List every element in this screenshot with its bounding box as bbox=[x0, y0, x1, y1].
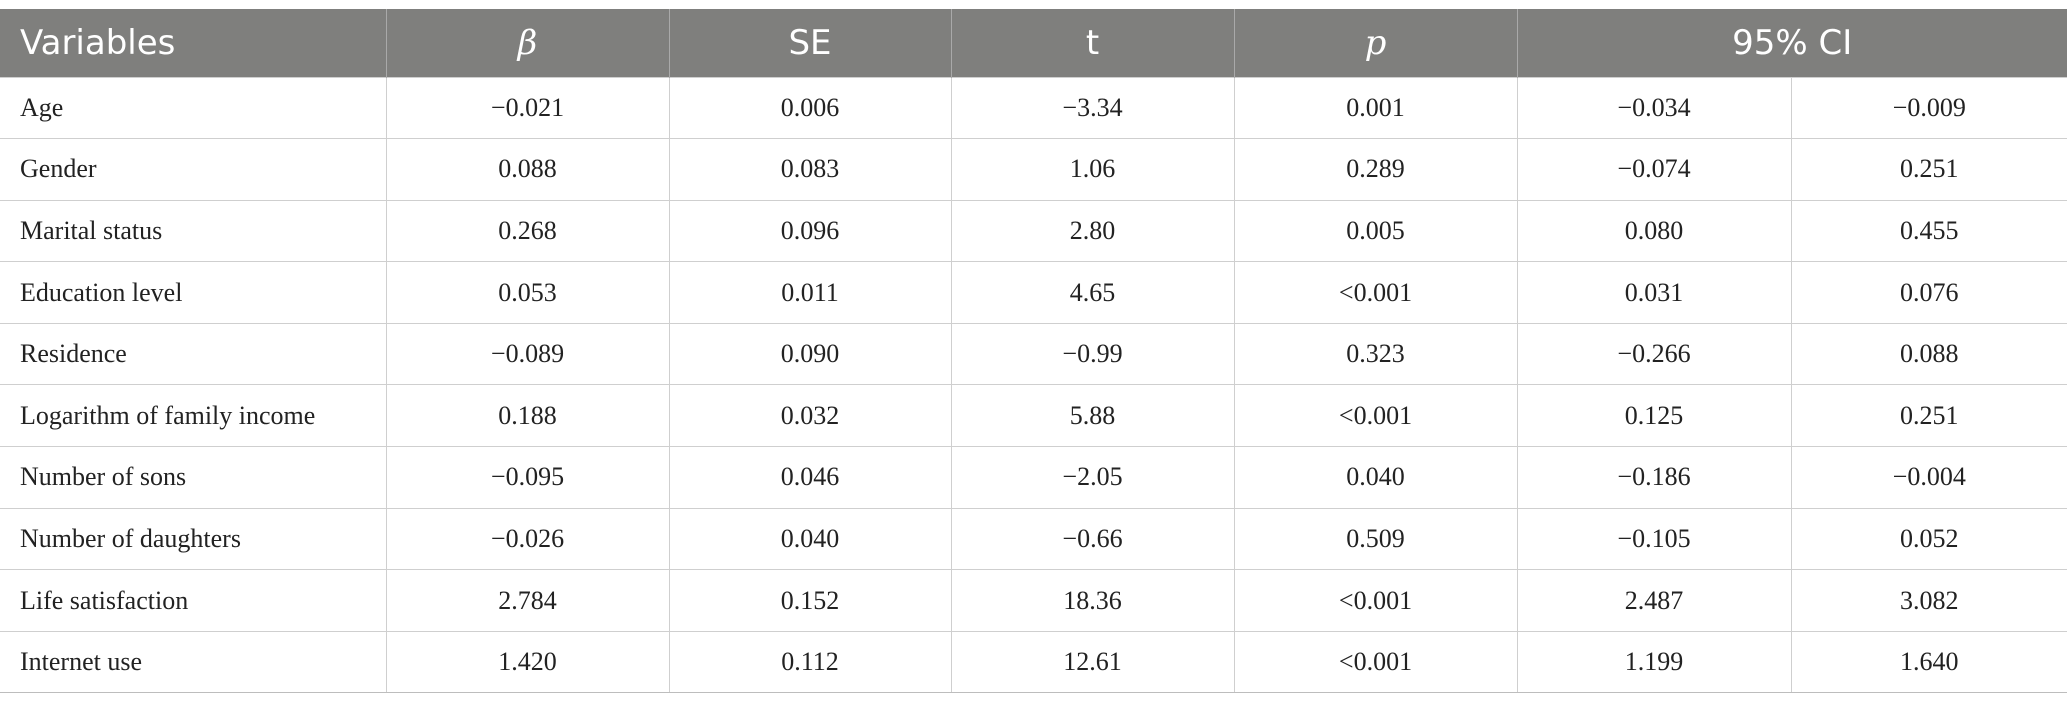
se-cell: 0.112 bbox=[668, 630, 951, 694]
ci-upper-cell: −0.009 bbox=[1790, 76, 2067, 139]
se-cell: 0.011 bbox=[668, 261, 951, 324]
t-cell: −3.34 bbox=[950, 76, 1234, 139]
variable-cell: Age bbox=[0, 76, 386, 139]
table-header: Variables β SE t p 95% CI bbox=[0, 9, 2067, 77]
ci-upper-cell: 0.251 bbox=[1790, 384, 2067, 447]
ci-lower-cell: −0.266 bbox=[1516, 322, 1791, 385]
variable-cell: Life satisfaction bbox=[0, 569, 386, 632]
se-cell: 0.096 bbox=[668, 199, 951, 262]
beta-cell: −0.095 bbox=[385, 446, 669, 509]
t-cell: −0.99 bbox=[950, 322, 1234, 385]
table-row: Residence −0.089 0.090 −0.99 0.323 −0.266 0.08… bbox=[0, 322, 2067, 385]
t-cell: −0.66 bbox=[950, 507, 1234, 570]
se-cell: 0.083 bbox=[668, 138, 951, 201]
header-p: p bbox=[1233, 9, 1517, 77]
variable-cell: Residence bbox=[0, 322, 386, 385]
t-cell: 12.61 bbox=[950, 630, 1234, 694]
table-row: Internet use 1.420 0.112 12.61 <0.001 1.199 1.… bbox=[0, 630, 2067, 694]
p-cell: 0.289 bbox=[1233, 138, 1517, 201]
se-cell: 0.152 bbox=[668, 569, 951, 632]
table-row: Logarithm of family income 0.188 0.032 5.88… bbox=[0, 384, 2067, 447]
p-cell: 0.005 bbox=[1233, 199, 1517, 262]
ci-upper-cell: 0.088 bbox=[1790, 322, 2067, 385]
p-cell: <0.001 bbox=[1233, 630, 1517, 694]
table-row: Marital status 0.268 0.096 2.80 0.005 0.080 0.… bbox=[0, 199, 2067, 262]
header-variables: Variables bbox=[0, 9, 386, 77]
t-cell: 5.88 bbox=[950, 384, 1234, 447]
variable-cell: Number of daughters bbox=[0, 507, 386, 570]
regression-table: Variables β SE t p 95% CI Age −0.021 0.006… bbox=[0, 9, 2067, 694]
beta-cell: 0.188 bbox=[385, 384, 669, 447]
p-cell: <0.001 bbox=[1233, 569, 1517, 632]
variable-cell: Number of sons bbox=[0, 446, 386, 509]
table-row: Number of daughters −0.026 0.040 −0.66 0.509… bbox=[0, 507, 2067, 570]
se-cell: 0.006 bbox=[668, 76, 951, 139]
beta-cell: −0.089 bbox=[385, 322, 669, 385]
beta-cell: 0.053 bbox=[385, 261, 669, 324]
se-cell: 0.040 bbox=[668, 507, 951, 570]
table-row: Education level 0.053 0.011 4.65 <0.001 0.031… bbox=[0, 261, 2067, 324]
beta-cell: −0.026 bbox=[385, 507, 669, 570]
ci-upper-cell: 1.640 bbox=[1790, 630, 2067, 694]
ci-upper-cell: 0.251 bbox=[1790, 138, 2067, 201]
variable-cell: Internet use bbox=[0, 630, 386, 694]
variable-cell: Logarithm of family income bbox=[0, 384, 386, 447]
se-cell: 0.090 bbox=[668, 322, 951, 385]
p-cell: 0.509 bbox=[1233, 507, 1517, 570]
header-se: SE bbox=[668, 9, 951, 77]
beta-cell: 0.088 bbox=[385, 138, 669, 201]
ci-lower-cell: 0.031 bbox=[1516, 261, 1791, 324]
t-cell: 4.65 bbox=[950, 261, 1234, 324]
variable-cell: Marital status bbox=[0, 199, 386, 262]
table-row: Gender 0.088 0.083 1.06 0.289 −0.074 0.251 bbox=[0, 138, 2067, 201]
header-row: Variables β SE t p 95% CI bbox=[0, 9, 2067, 77]
ci-lower-cell: 1.199 bbox=[1516, 630, 1791, 694]
p-cell: <0.001 bbox=[1233, 384, 1517, 447]
beta-cell: 0.268 bbox=[385, 199, 669, 262]
se-cell: 0.046 bbox=[668, 446, 951, 509]
header-95-ci: 95% CI bbox=[1516, 9, 2067, 77]
p-cell: 0.001 bbox=[1233, 76, 1517, 139]
ci-upper-cell: 0.076 bbox=[1790, 261, 2067, 324]
variable-cell: Education level bbox=[0, 261, 386, 324]
p-cell: 0.323 bbox=[1233, 322, 1517, 385]
ci-upper-cell: 0.052 bbox=[1790, 507, 2067, 570]
p-cell: <0.001 bbox=[1233, 261, 1517, 324]
ci-lower-cell: −0.034 bbox=[1516, 76, 1791, 139]
header-t: t bbox=[950, 9, 1234, 77]
ci-lower-cell: −0.105 bbox=[1516, 507, 1791, 570]
table-row: Age −0.021 0.006 −3.34 0.001 −0.034 −0.009 bbox=[0, 76, 2067, 139]
ci-upper-cell: 3.082 bbox=[1790, 569, 2067, 632]
variable-cell: Gender bbox=[0, 138, 386, 201]
ci-upper-cell: −0.004 bbox=[1790, 446, 2067, 509]
ci-lower-cell: 0.125 bbox=[1516, 384, 1791, 447]
ci-upper-cell: 0.455 bbox=[1790, 199, 2067, 262]
table-body: Age −0.021 0.006 −3.34 0.001 −0.034 −0.009 Gend… bbox=[0, 76, 2067, 694]
beta-cell: 2.784 bbox=[385, 569, 669, 632]
t-cell: −2.05 bbox=[950, 446, 1234, 509]
header-beta: β bbox=[385, 9, 669, 77]
ci-lower-cell: −0.186 bbox=[1516, 446, 1791, 509]
table-row: Life satisfaction 2.784 0.152 18.36 <0.001 2.… bbox=[0, 569, 2067, 632]
t-cell: 1.06 bbox=[950, 138, 1234, 201]
beta-cell: −0.021 bbox=[385, 76, 669, 139]
table-row: Number of sons −0.095 0.046 −2.05 0.040 −0.18… bbox=[0, 446, 2067, 509]
t-cell: 18.36 bbox=[950, 569, 1234, 632]
ci-lower-cell: 0.080 bbox=[1516, 199, 1791, 262]
p-cell: 0.040 bbox=[1233, 446, 1517, 509]
ci-lower-cell: 2.487 bbox=[1516, 569, 1791, 632]
t-cell: 2.80 bbox=[950, 199, 1234, 262]
se-cell: 0.032 bbox=[668, 384, 951, 447]
beta-cell: 1.420 bbox=[385, 630, 669, 694]
ci-lower-cell: −0.074 bbox=[1516, 138, 1791, 201]
